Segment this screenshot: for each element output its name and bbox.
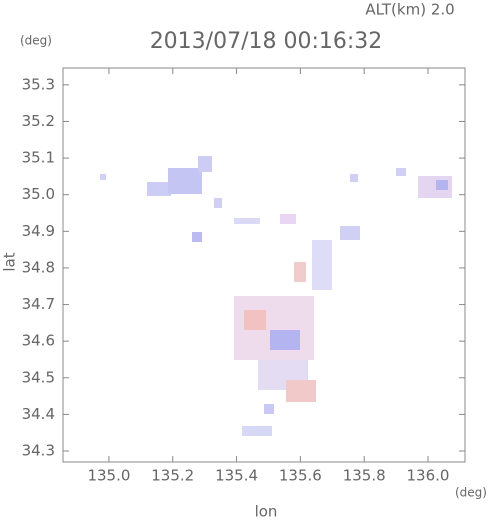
y-tick-label: 34.4 xyxy=(22,405,55,423)
plot-frame xyxy=(62,67,466,463)
y-unit: (deg) xyxy=(20,34,52,48)
y-tick-label: 35.0 xyxy=(22,185,55,203)
echo-field xyxy=(100,156,452,436)
x-tick-label: 135.6 xyxy=(279,467,322,485)
x-tick-label: 135.8 xyxy=(343,467,386,485)
y-tick-label: 34.9 xyxy=(22,222,55,240)
x-unit: (deg) xyxy=(455,486,487,500)
chart-title: 2013/07/18 00:16:32 xyxy=(150,29,383,54)
y-tick-label: 34.6 xyxy=(22,332,55,350)
x-tick-label: 136.0 xyxy=(407,467,450,485)
y-tick-label: 34.8 xyxy=(22,258,55,276)
x-tick-label: 135.4 xyxy=(215,467,258,485)
y-tick-label: 35.1 xyxy=(22,149,55,167)
y-axis-label: lat xyxy=(1,252,19,271)
y-tick-label: 35.3 xyxy=(22,75,55,93)
x-axis-label: lon xyxy=(255,503,278,521)
y-tick-label: 34.7 xyxy=(22,295,55,313)
y-tick-label: 34.5 xyxy=(22,368,55,386)
y-tick-label: 35.2 xyxy=(22,112,55,130)
altitude-label: ALT(km) 2.0 xyxy=(365,1,454,19)
x-tick-label: 135.0 xyxy=(87,467,130,485)
x-tick-label: 135.2 xyxy=(151,467,194,485)
y-tick-label: 34.3 xyxy=(22,442,55,460)
